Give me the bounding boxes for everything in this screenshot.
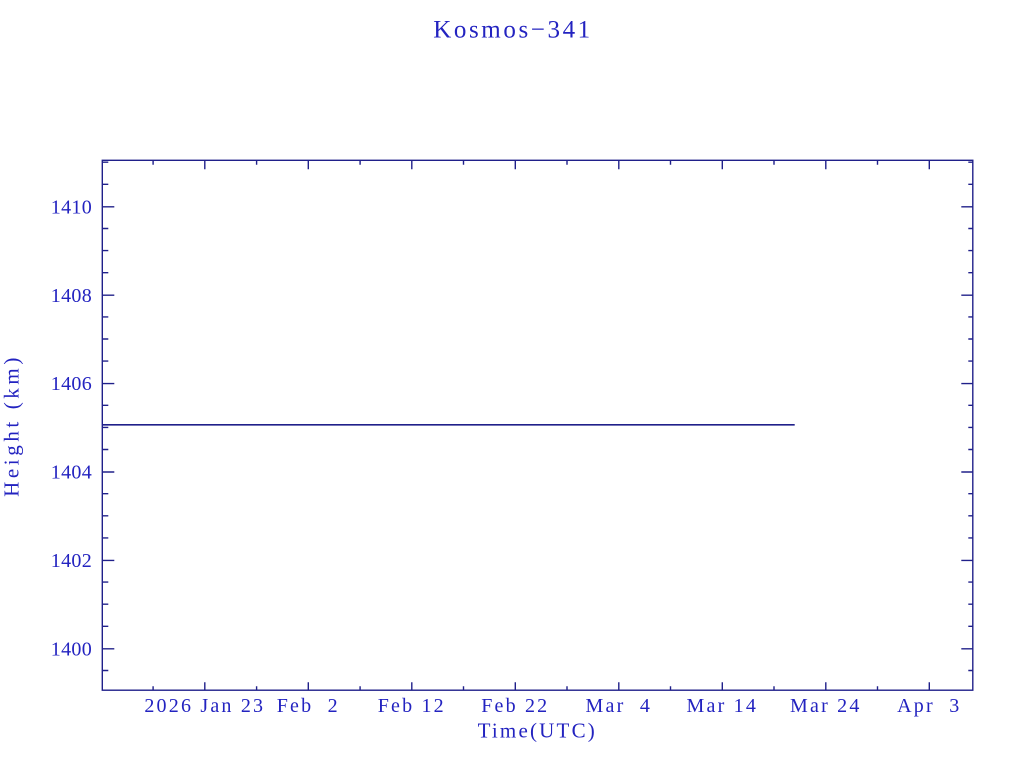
svg-text:Apr 3: Apr 3 <box>897 695 961 717</box>
svg-text:Feb 22: Feb 22 <box>481 695 549 717</box>
svg-text:2026 Jan 23: 2026 Jan 23 <box>144 695 265 717</box>
svg-text:Kosmos−341: Kosmos−341 <box>433 17 593 44</box>
svg-text:1404: 1404 <box>51 462 92 484</box>
svg-text:1406: 1406 <box>51 373 92 395</box>
svg-text:Time(UTC): Time(UTC) <box>478 719 597 743</box>
svg-text:Feb 2: Feb 2 <box>277 695 340 717</box>
svg-text:1400: 1400 <box>51 638 92 660</box>
svg-text:Feb 12: Feb 12 <box>378 695 446 717</box>
svg-text:Mar 4: Mar 4 <box>586 695 653 717</box>
svg-text:Mar 24: Mar 24 <box>790 695 862 717</box>
svg-text:1402: 1402 <box>51 550 92 572</box>
svg-text:Mar 14: Mar 14 <box>687 695 759 717</box>
svg-text:Height (km): Height (km) <box>0 354 24 497</box>
svg-text:1410: 1410 <box>51 196 92 218</box>
svg-text:1408: 1408 <box>51 285 92 307</box>
